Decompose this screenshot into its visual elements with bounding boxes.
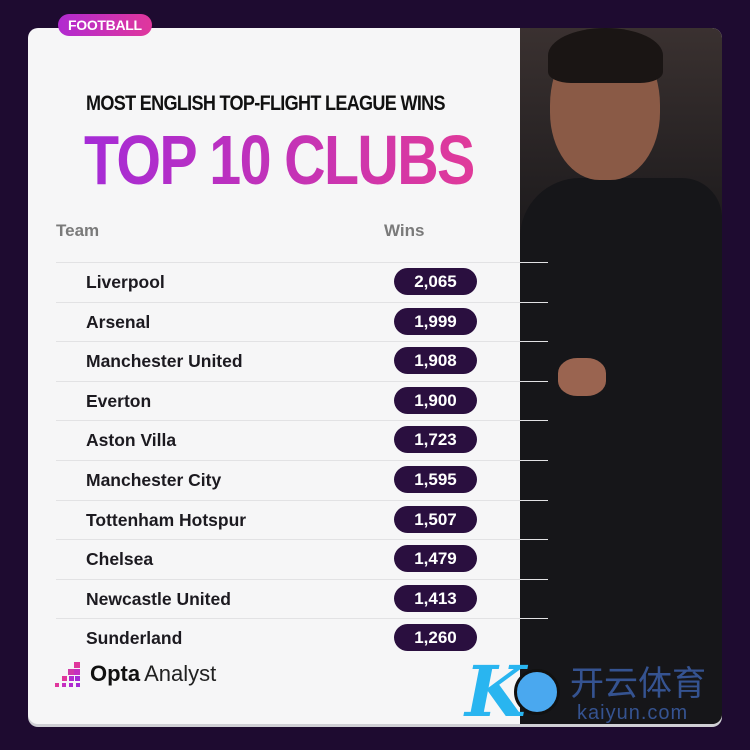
- watermark-latin: kaiyun.com: [577, 702, 689, 724]
- wins-value: 1,413: [394, 584, 477, 612]
- watermark-chinese: 开云体育: [570, 665, 706, 703]
- table-row: Manchester United 1,908: [56, 341, 548, 381]
- category-badge: FOOTBALL: [58, 14, 152, 36]
- opta-analyst-logo: Opta Analyst: [52, 660, 216, 688]
- team-name: Everton: [86, 390, 152, 411]
- table-row: Arsenal 1,999: [56, 301, 548, 342]
- wins-value: 1,595: [394, 465, 477, 493]
- wins-value: 2,065: [394, 268, 477, 295]
- infographic-card: MOST ENGLISH TOP-FLIGHT LEAGUE WINS TOP …: [28, 28, 722, 724]
- team-name: Tottenham Hotspur: [86, 509, 247, 530]
- logo-text-light: Analyst: [144, 661, 217, 686]
- team-name: Arsenal: [86, 311, 151, 332]
- team-name: Sunderland: [86, 628, 183, 649]
- team-name: Manchester City: [86, 469, 222, 490]
- team-name: Aston Villa: [86, 430, 177, 451]
- table-row: Liverpool 2,065: [56, 262, 548, 302]
- column-header-team: Team: [56, 221, 100, 240]
- table-row: Chelsea 1,479: [56, 539, 548, 579]
- clubs-table: Liverpool 2,065 Arsenal 1,999 Manchester Uni…: [56, 262, 548, 658]
- team-name: Chelsea: [86, 549, 154, 570]
- team-name: Manchester United: [86, 351, 243, 372]
- subtitle: MOST ENGLISH TOP-FLIGHT LEAGUE WINS: [86, 92, 446, 115]
- table-row: Everton 1,900: [56, 380, 548, 421]
- table-row: Aston Villa 1,723: [56, 420, 548, 460]
- table-row: Tottenham Hotspur 1,507: [56, 499, 548, 540]
- wins-value: 1,507: [394, 505, 477, 533]
- football-icon: [513, 668, 560, 715]
- table-row: Sunderland 1,260: [56, 618, 548, 658]
- team-name: Liverpool: [86, 272, 165, 292]
- team-name: Newcastle United: [86, 588, 231, 609]
- wins-value: 1,479: [394, 545, 477, 573]
- logo-text-bold: Opta: [90, 661, 141, 686]
- opta-logo-icon: [55, 662, 80, 687]
- wins-value: 1,260: [394, 624, 477, 652]
- watermark: K 开云体育 kaiyun.com: [465, 650, 706, 733]
- wins-value: 1,908: [394, 347, 477, 375]
- wins-value: 1,999: [394, 307, 477, 335]
- wins-value: 1,723: [394, 426, 477, 454]
- table-row: Manchester City 1,595: [56, 459, 548, 500]
- manager-photo: [520, 28, 722, 724]
- column-header-wins: Wins: [384, 221, 425, 240]
- page-title: TOP 10 CLUBS: [84, 121, 475, 199]
- table-row: Newcastle United 1,413: [56, 578, 548, 619]
- wins-value: 1,900: [394, 386, 477, 414]
